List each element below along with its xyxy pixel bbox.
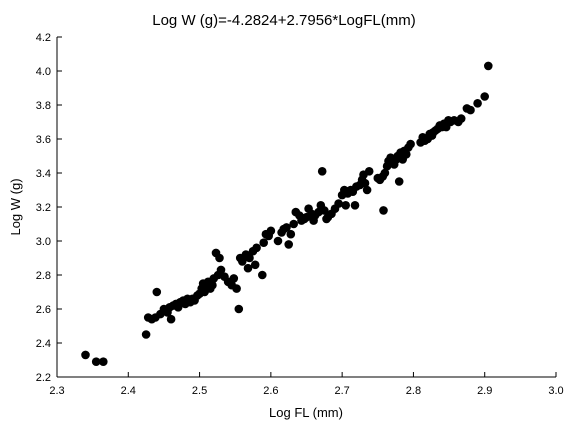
data-point (259, 238, 269, 247)
y-tick-label: 2.8 (36, 270, 51, 282)
x-tick-label: 2.6 (263, 385, 278, 397)
y-tick-label: 3.2 (36, 202, 51, 214)
data-point (320, 206, 329, 215)
data-point (99, 357, 108, 367)
y-tick-label: 3.6 (36, 134, 51, 146)
y-tick-label: 3.4 (36, 168, 51, 180)
data-point (232, 284, 241, 293)
data-point (81, 350, 90, 360)
data-point (216, 265, 226, 275)
data-point (456, 114, 466, 123)
data-point (360, 178, 370, 188)
data-point (238, 257, 247, 266)
data-point (394, 177, 404, 186)
x-tick-label: 2.8 (406, 385, 421, 397)
data-point (258, 270, 267, 280)
data-point (466, 105, 475, 115)
data-point (364, 167, 374, 176)
data-point (252, 243, 261, 253)
data-point (473, 99, 482, 108)
chart-title: Log W (g)=-4.2824+2.7956*LogFL(mm) (152, 12, 415, 29)
data-points (81, 61, 493, 367)
y-tick-label: 2.2 (36, 372, 51, 384)
data-point (379, 206, 388, 215)
data-point (152, 287, 162, 297)
y-tick-label: 2.6 (36, 304, 51, 316)
data-point (229, 274, 239, 283)
x-tick-label: 2.3 (49, 385, 64, 397)
data-point (91, 357, 101, 367)
y-tick-label: 4.0 (36, 66, 51, 78)
data-point (286, 229, 296, 239)
data-point (341, 201, 351, 210)
x-tick-label: 2.9 (477, 385, 492, 397)
data-point (282, 223, 291, 232)
data-point (166, 314, 176, 324)
data-point (402, 150, 411, 159)
data-point (484, 61, 493, 71)
data-point (406, 139, 415, 149)
x-tick-label: 2.4 (121, 385, 136, 397)
data-point (215, 253, 224, 263)
data-point (234, 304, 244, 314)
x-tick-label: 2.5 (192, 385, 207, 397)
data-point (284, 240, 294, 249)
data-point (334, 199, 343, 208)
data-point (480, 92, 490, 101)
y-tick-label: 4.2 (36, 32, 51, 44)
y-axis-ticks: 2.2 2.4 2.6 2.8 3.0 3.2 3.4 3.6 3.8 4.0 4.2 (36, 32, 62, 384)
y-tick-label: 3.8 (36, 100, 51, 112)
y-tick-label: 3.0 (36, 236, 51, 248)
x-axis-label: Log FL (mm) (269, 405, 343, 420)
data-point (141, 330, 151, 339)
data-point (245, 253, 254, 263)
x-axis-ticks: 2.3 2.4 2.5 2.6 2.7 2.8 2.9 3.0 (49, 372, 564, 397)
data-point (208, 280, 217, 290)
data-point (350, 201, 360, 210)
y-axis-label: Log W (g) (8, 178, 23, 235)
x-tick-label: 3.0 (548, 385, 563, 397)
data-point (289, 219, 299, 229)
x-tick-label: 2.7 (334, 385, 349, 397)
y-tick-label: 2.4 (36, 338, 51, 350)
data-point (362, 185, 372, 195)
data-point (317, 167, 327, 176)
data-point (250, 260, 260, 270)
data-point (243, 263, 253, 273)
data-point (273, 236, 283, 246)
data-point (266, 226, 276, 236)
data-point (380, 168, 390, 178)
